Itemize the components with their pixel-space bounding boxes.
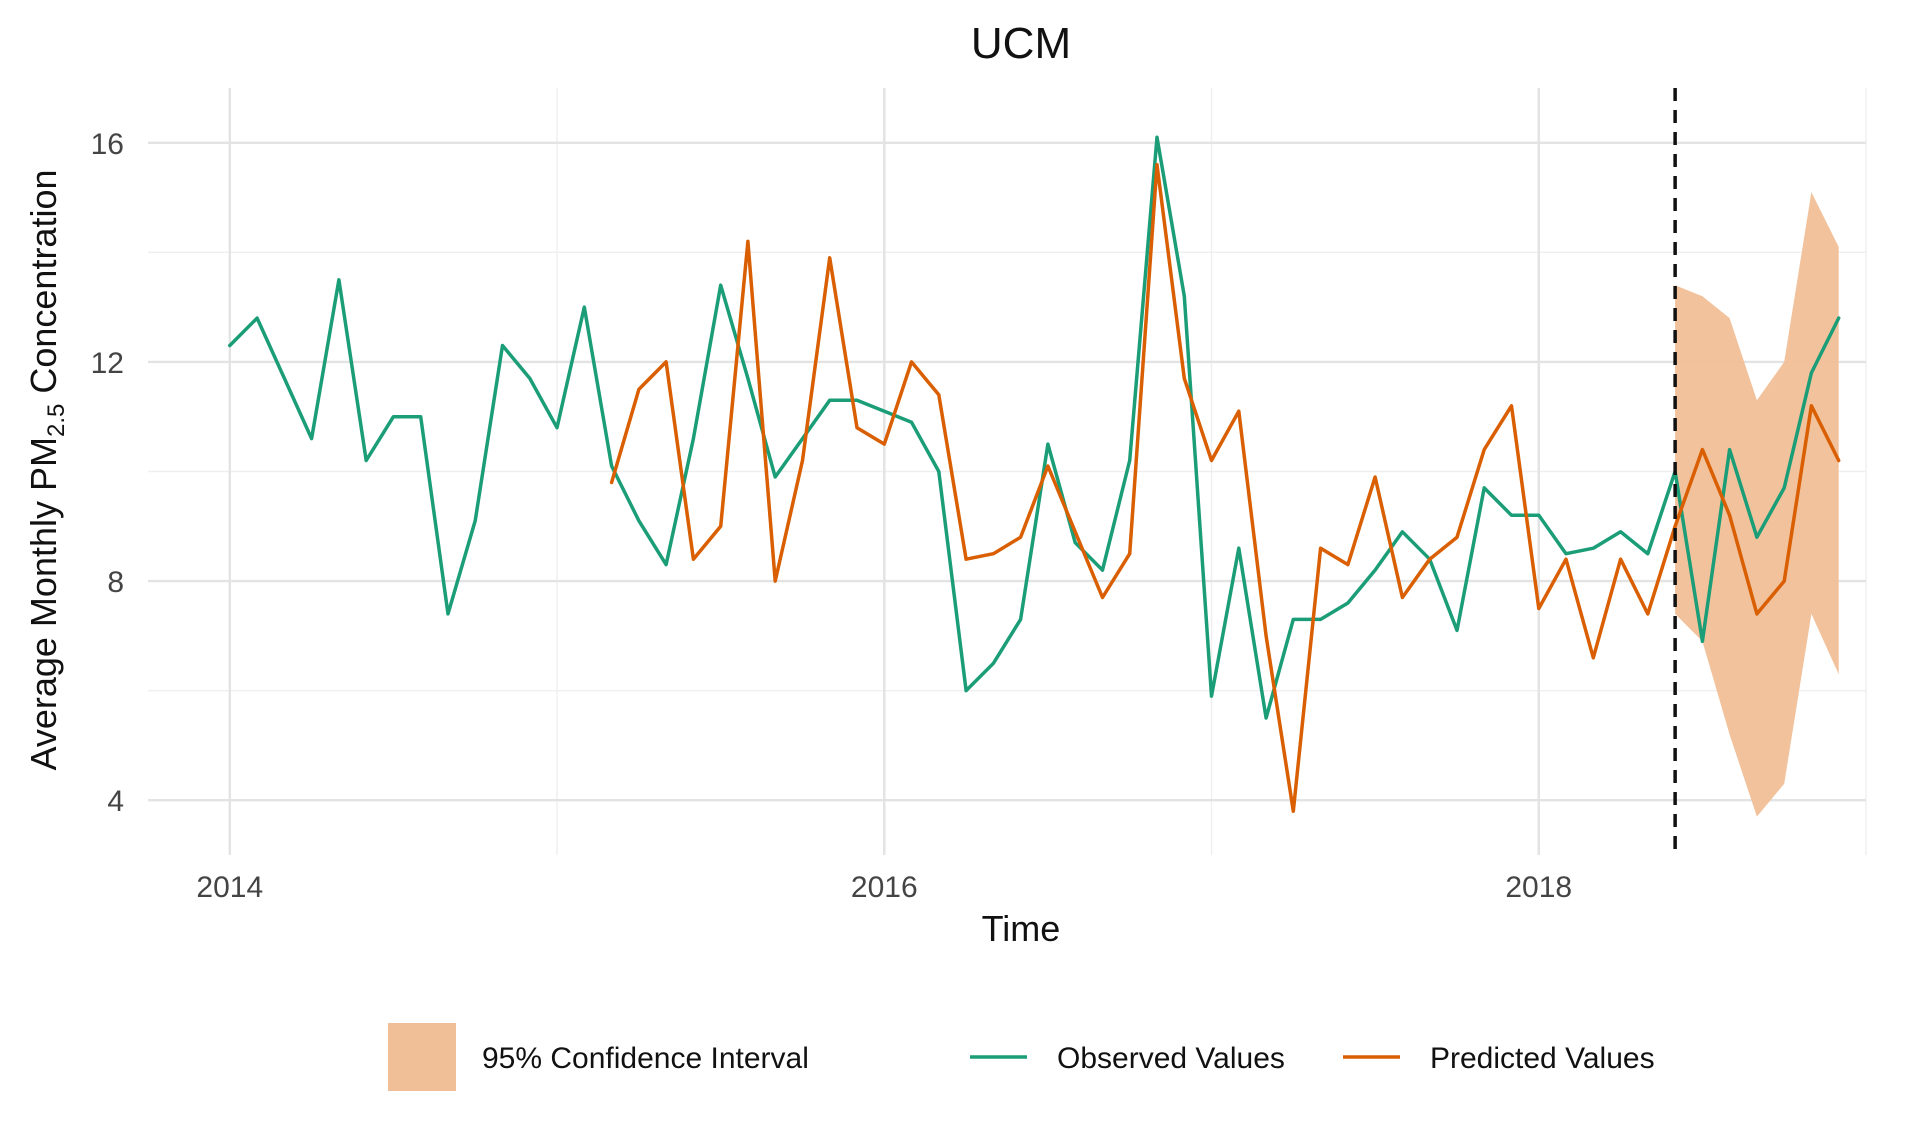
y-axis-title: Average Monthly PM2.5 Concentration (23, 169, 70, 770)
legend: 95% Confidence Interval Observed Values … (388, 1023, 1655, 1091)
legend-label-predicted: Predicted Values (1430, 1042, 1655, 1075)
y-tick-label: 4 (107, 785, 124, 818)
x-tick-label: 2018 (1505, 871, 1572, 904)
y-tick-label: 12 (91, 347, 124, 380)
y-axis-title-subscript: 2.5 (43, 404, 70, 437)
chart-title: UCM (971, 19, 1071, 68)
y-tick-label: 16 (91, 128, 124, 161)
x-axis-title: Time (982, 908, 1061, 949)
x-tick-label: 2014 (196, 871, 263, 904)
legend-label-observed: Observed Values (1057, 1042, 1285, 1075)
grid (148, 88, 1867, 855)
legend-label-confidence-interval: 95% Confidence Interval (482, 1042, 809, 1075)
confidence-interval-layer (1675, 192, 1839, 817)
y-axis-title-rest: Concentration (23, 169, 64, 403)
legend-key-confidence-interval (388, 1023, 456, 1091)
y-axis-title-main: Average Monthly PM (23, 437, 64, 771)
observed-values-line (228, 135, 1841, 720)
predicted-values-line (609, 162, 1841, 813)
x-tick-label: 2016 (851, 871, 918, 904)
confidence-interval-band (1675, 192, 1839, 817)
series-layer (228, 88, 1841, 855)
y-tick-label: 8 (107, 566, 124, 599)
tick-labels: 4 8 12 16 2014 2016 2018 (91, 128, 1573, 904)
